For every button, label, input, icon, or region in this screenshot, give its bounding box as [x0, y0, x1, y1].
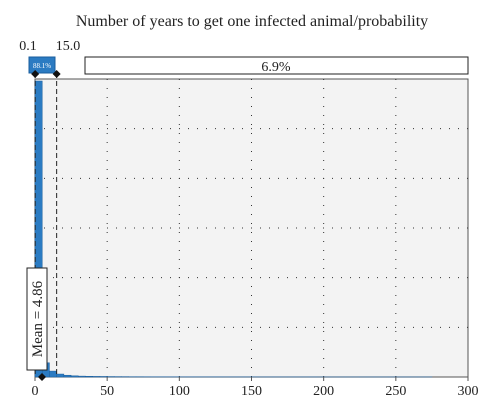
delimiter-markers	[31, 70, 61, 381]
histogram-bar	[99, 376, 108, 378]
chart-title: Number of years to get one infected anim…	[76, 13, 428, 30]
x-tick-label: 0	[32, 384, 39, 399]
histogram-bar	[85, 376, 93, 378]
x-tick-label: 200	[313, 384, 334, 399]
probability-segment-left-label: 88.1%	[33, 62, 51, 70]
x-tick-label: 50	[100, 384, 114, 399]
probability-segment-right-label: 6.9%	[261, 60, 291, 75]
x-axis: 0 50 100 150 200 250 300	[32, 377, 479, 399]
histogram-bar	[70, 375, 79, 378]
delimiter-handle	[31, 70, 40, 78]
histogram-bar	[78, 375, 86, 378]
x-tick-label: 100	[169, 384, 190, 399]
delimiter-handle	[52, 70, 61, 78]
mean-label: Mean = 4.86	[30, 280, 46, 357]
histogram-bar	[49, 370, 57, 378]
grid	[35, 79, 468, 377]
x-tick-label: 300	[458, 384, 479, 399]
probability-segment-left	[28, 56, 56, 74]
histogram-bar	[92, 376, 101, 378]
delimiter-right-label: 15.0	[56, 39, 81, 54]
mean-marker	[38, 373, 47, 381]
histogram-bar	[56, 373, 65, 378]
mean-box	[26, 267, 48, 371]
histogram-bars	[34, 80, 433, 378]
mean-annotation: Mean = 4.86	[26, 267, 48, 371]
histogram-bar	[63, 374, 72, 378]
delimiter-left-label: 0.1	[19, 39, 37, 54]
probability-segment-right	[84, 56, 469, 75]
x-tick-label: 150	[241, 384, 262, 399]
x-tick-label: 250	[385, 384, 406, 399]
